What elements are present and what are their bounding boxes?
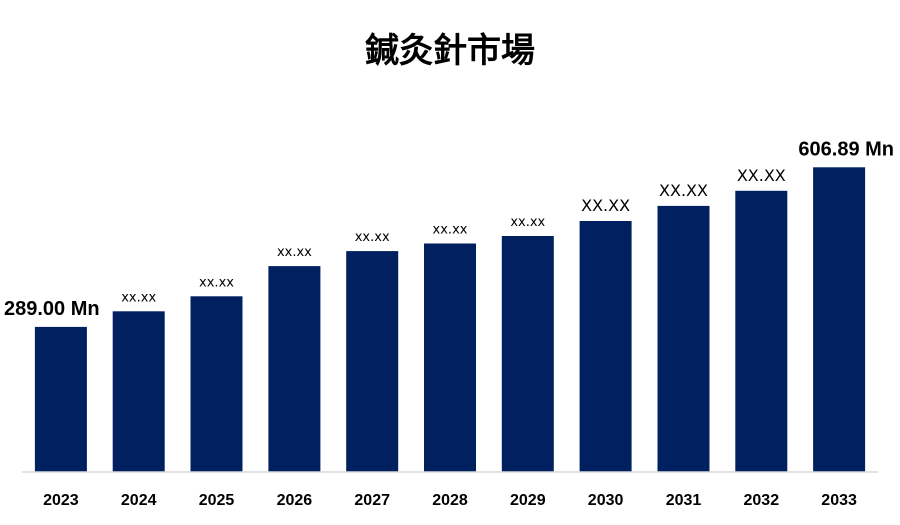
- x-tick-label: 2032: [744, 492, 780, 509]
- bar-2026: [268, 266, 321, 472]
- bar-2023: [34, 326, 87, 472]
- x-tick-label: 2029: [510, 492, 546, 509]
- data-label-2028: xx.xx: [433, 223, 468, 238]
- x-tick-label: 2025: [199, 492, 235, 509]
- data-label-2033: 606.89 Mn: [798, 138, 894, 160]
- data-label-2032: XX.XX: [737, 166, 786, 185]
- x-tick-label: 2028: [432, 492, 468, 509]
- bar-2028: [424, 243, 476, 472]
- x-tick-label: 2033: [821, 492, 857, 509]
- x-tick-label: 2031: [666, 492, 702, 509]
- bar-2033: [813, 167, 866, 473]
- data-label-2031: XX.XX: [659, 181, 708, 200]
- data-labels-group: 289.00 Mn xx.xx xx.xx xx.xx xx.xx xx.xx xx.xx X…: [4, 138, 894, 320]
- bar-2032: [735, 190, 788, 473]
- x-axis-ticks: 2023 2024 2025 2026 2027 2028 2029 2030 2031 2032…: [43, 492, 857, 509]
- data-label-2030: XX.XX: [581, 196, 630, 215]
- chart-title: 鍼灸針市場: [365, 31, 535, 71]
- bar-2029: [501, 236, 554, 472]
- bars-group: [34, 167, 866, 473]
- x-tick-label: 2027: [354, 492, 390, 509]
- x-tick-label: 2030: [588, 492, 624, 509]
- data-label-2025: xx.xx: [199, 275, 234, 290]
- bar-2027: [346, 251, 399, 472]
- data-label-2024: xx.xx: [121, 290, 156, 305]
- x-tick-label: 2024: [121, 492, 157, 509]
- data-label-2029: xx.xx: [510, 215, 545, 230]
- data-label-2026: xx.xx: [277, 245, 312, 260]
- bar-2024: [112, 311, 165, 472]
- data-label-2027: xx.xx: [355, 230, 390, 245]
- bar-2031: [657, 205, 710, 472]
- bar-2025: [190, 296, 243, 472]
- data-label-2023: 289.00 Mn: [4, 298, 100, 320]
- bar-2030: [579, 221, 632, 472]
- x-tick-label: 2026: [277, 492, 313, 509]
- x-tick-label: 2023: [43, 492, 79, 509]
